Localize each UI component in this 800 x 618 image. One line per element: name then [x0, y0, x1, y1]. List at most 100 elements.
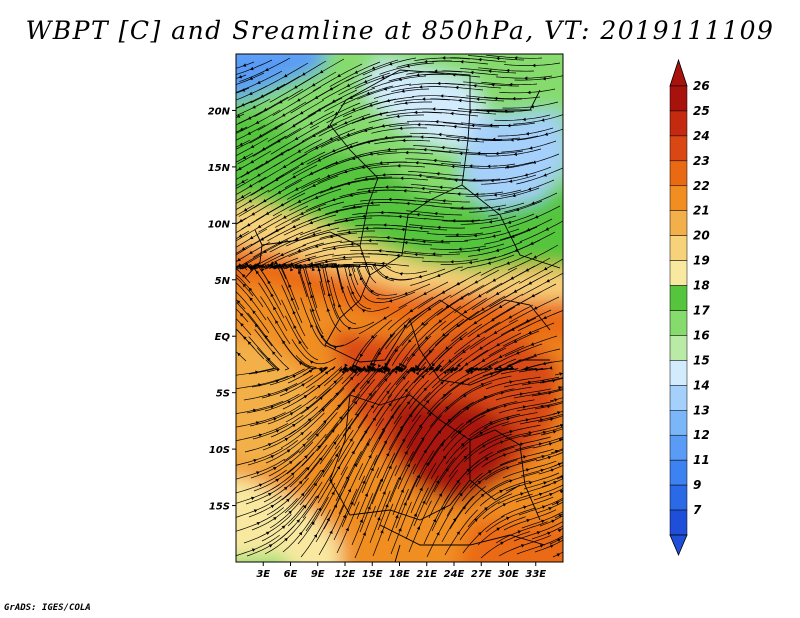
streamline-arrow [294, 85, 298, 89]
streamline-arrow [412, 353, 416, 357]
streamline-arrow [418, 274, 422, 279]
lon-tick-label: 33E [525, 569, 546, 580]
colorbar-label: 20 [693, 229, 710, 243]
streamline-arrow [451, 164, 455, 169]
streamline-arrow [541, 455, 546, 459]
streamline-arrow [342, 255, 346, 260]
streamline-arrow [405, 150, 409, 155]
streamline-arrow [542, 361, 546, 366]
streamline-arrow [496, 207, 501, 211]
streamline-arrow [239, 142, 243, 146]
streamline-arrow [248, 199, 253, 203]
streamline-arrow [498, 304, 503, 308]
streamline-arrow [331, 491, 335, 496]
colorbar-swatch [669, 459, 688, 486]
streamline-arrow [288, 510, 292, 515]
streamline-arrow [262, 199, 267, 203]
streamline-arrow [300, 492, 305, 497]
streamline-arrow [543, 481, 547, 485]
streamline-arrow [419, 487, 423, 492]
colorbar-top-arrow [669, 58, 688, 87]
streamline-arrow [310, 324, 314, 328]
streamline-arrow [379, 478, 384, 482]
colorbar-label: 22 [693, 179, 710, 193]
streamline-arrow [362, 480, 366, 484]
streamline-arrow [319, 396, 323, 400]
lon-tick-label: 18E [389, 569, 410, 580]
streamline-arrow [523, 455, 527, 459]
streamline-arrow [275, 429, 280, 433]
streamline-arrow [388, 299, 393, 303]
streamline-arrow [528, 481, 533, 485]
streamline-arrow [445, 468, 449, 472]
field-light-blue-ne [460, 110, 563, 210]
streamline-arrow [413, 513, 417, 517]
streamline-arrow [388, 372, 392, 376]
streamline-arrow [506, 261, 510, 265]
streamline-arrow [370, 289, 374, 294]
streamline-arrow [241, 88, 246, 92]
streamline-arrow [480, 383, 485, 387]
streamline-arrow [346, 83, 351, 87]
streamline-arrow [515, 351, 520, 355]
streamline-arrow [381, 427, 385, 432]
streamline-arrow [334, 160, 339, 165]
streamline-arrow [459, 492, 463, 497]
streamline-arrow [406, 401, 411, 405]
streamline-arrow [317, 158, 322, 162]
streamline-arrow [383, 223, 387, 227]
streamline-arrow [385, 185, 389, 189]
streamline-arrow [366, 91, 370, 95]
lat-tick-label: 5S [216, 389, 230, 400]
country-borders [244, 69, 561, 562]
streamline-arrow [432, 252, 436, 256]
streamline-arrow [386, 390, 390, 394]
streamline-arrow [362, 532, 366, 536]
streamline-arrow [341, 370, 345, 375]
streamline-arrow [379, 161, 383, 165]
streamline-arrow [416, 73, 420, 77]
lat-tick-label: 20N [208, 106, 231, 117]
streamline-arrow [278, 100, 283, 104]
streamline-arrow [519, 392, 524, 396]
streamline-arrow [520, 442, 524, 446]
streamline-arrow [297, 270, 302, 274]
streamline-arrow [558, 386, 562, 390]
streamline-arrow [280, 203, 284, 207]
streamline-arrow [350, 501, 354, 505]
streamline-arrow [546, 279, 550, 283]
streamline-arrow [390, 415, 394, 419]
streamline-arrow [386, 235, 390, 240]
streamline-arrow [498, 364, 502, 369]
streamline-arrow [435, 480, 439, 484]
streamline-arrow [382, 370, 386, 375]
streamline-arrow [440, 239, 444, 244]
streamline-arrow [541, 519, 545, 523]
streamline-arrow [318, 507, 322, 512]
streamline-arrow [425, 336, 429, 340]
streamline-arrow [533, 306, 538, 310]
streamline-arrow [370, 201, 374, 205]
streamline-arrow [319, 369, 324, 373]
streamline-arrow [559, 372, 563, 376]
streamline-arrow [270, 504, 275, 509]
streamline-arrow [482, 444, 486, 448]
streamline-arrow [517, 530, 522, 534]
streamline-arrow [538, 442, 543, 446]
streamline-arrow [452, 517, 457, 522]
streamline-arrow [317, 384, 321, 389]
streamline-arrow [510, 276, 515, 280]
streamline-arrow [539, 492, 543, 497]
streamline-arrow [442, 199, 446, 203]
streamline-arrow [270, 455, 275, 459]
streamline-arrow [450, 111, 454, 116]
streamline-arrow [437, 430, 442, 434]
streamline-arrow [286, 498, 290, 503]
streamline-arrow [542, 430, 547, 435]
streamline-arrow [369, 152, 373, 156]
streamline-arrow [334, 453, 339, 458]
colorbar-label: 18 [693, 279, 710, 293]
streamline-arrow [370, 467, 374, 472]
streamline-arrow [297, 248, 301, 253]
streamline-arrow [458, 430, 462, 434]
